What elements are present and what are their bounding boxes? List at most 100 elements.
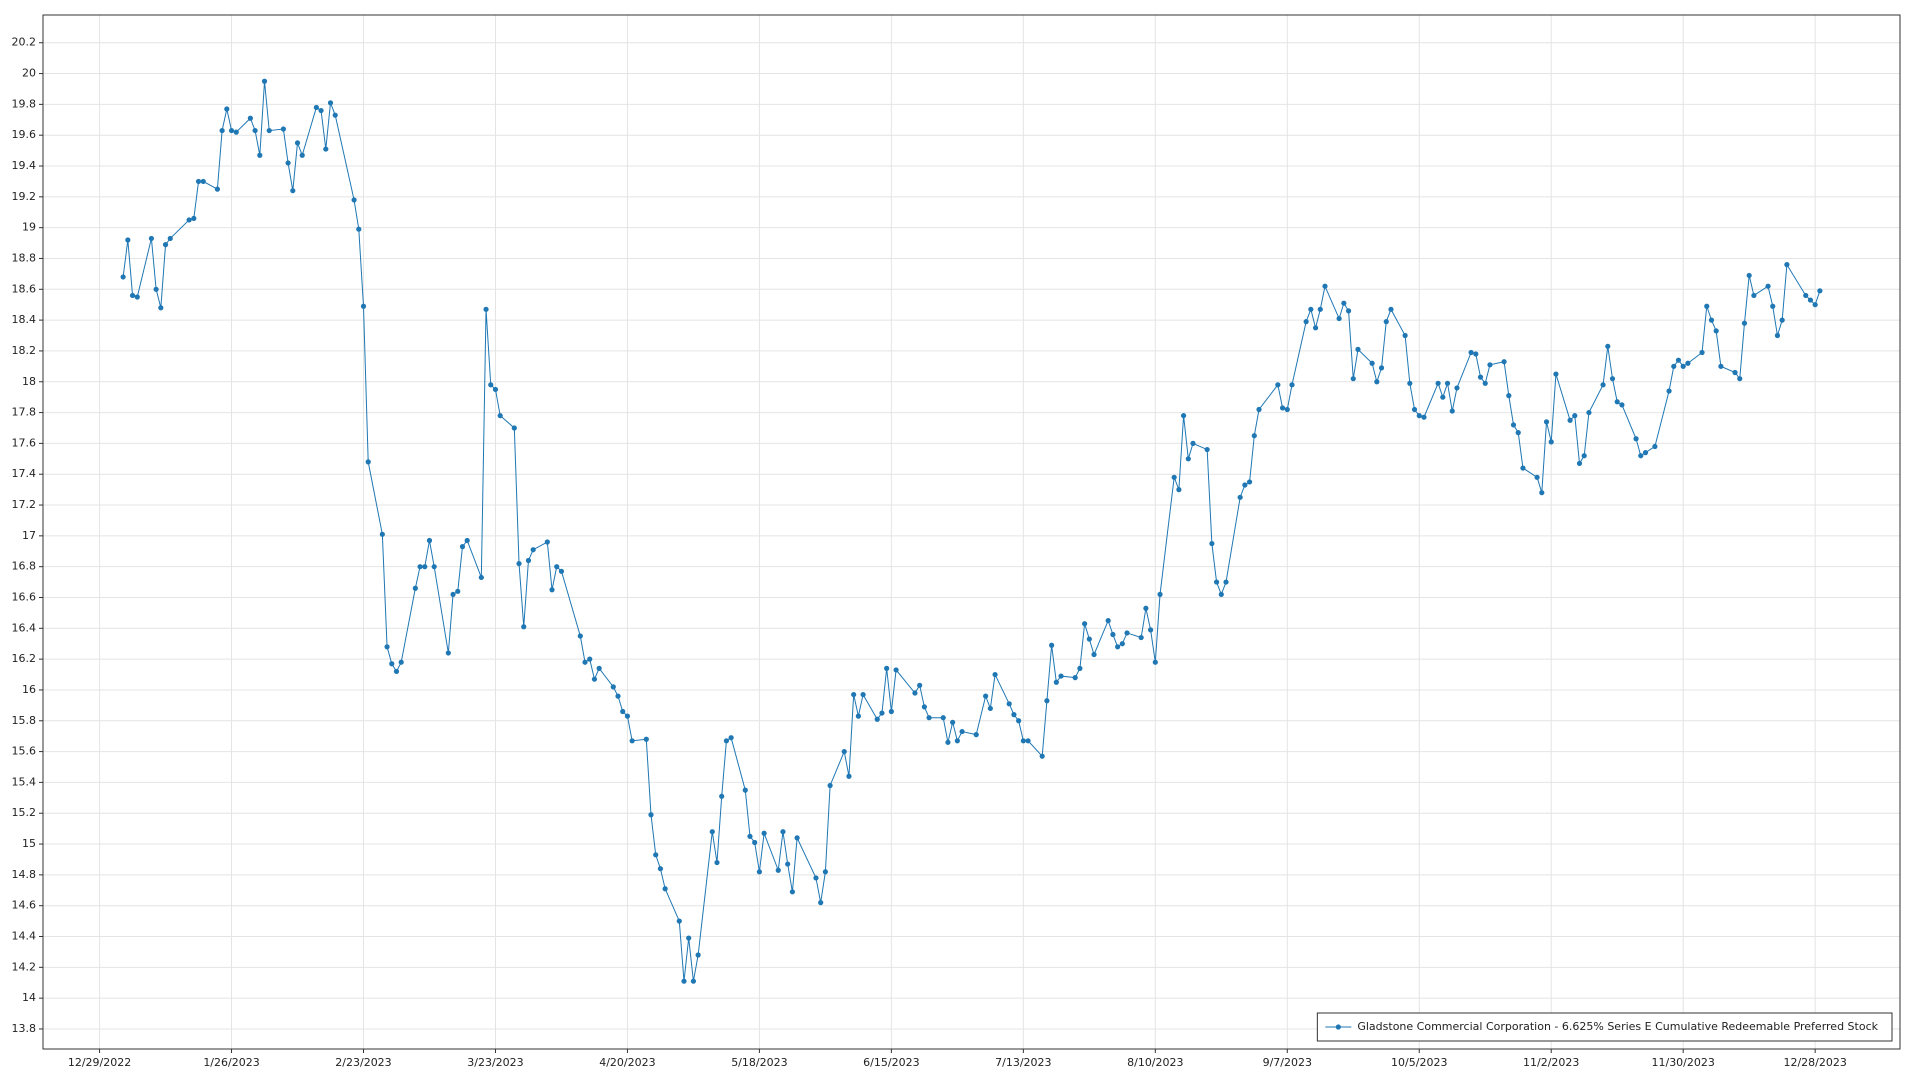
data-point xyxy=(1487,362,1493,368)
data-point xyxy=(1148,627,1154,633)
data-point xyxy=(1152,659,1158,665)
data-point xyxy=(719,793,725,799)
data-point xyxy=(1006,701,1012,707)
data-point xyxy=(1581,453,1587,459)
data-point xyxy=(1699,349,1705,356)
y-tick-label: 16.6 xyxy=(12,590,37,603)
data-point xyxy=(1539,490,1545,496)
data-point xyxy=(950,719,956,725)
data-point xyxy=(1812,302,1818,308)
y-tick-label: 15 xyxy=(22,837,36,850)
data-point xyxy=(1609,376,1616,382)
data-point xyxy=(1680,363,1686,369)
x-tick-label: 2/23/2023 xyxy=(335,1056,391,1069)
y-tick-label: 14.2 xyxy=(12,960,37,973)
data-point xyxy=(426,537,433,544)
data-point xyxy=(1077,665,1083,671)
data-point xyxy=(459,544,466,550)
series-line xyxy=(122,81,1821,982)
data-point xyxy=(153,286,159,292)
data-point xyxy=(714,859,720,866)
data-point xyxy=(1246,479,1253,485)
data-point xyxy=(1784,262,1790,268)
x-tick-label: 8/10/2023 xyxy=(1127,1056,1183,1069)
data-point xyxy=(723,738,730,744)
data-point xyxy=(587,656,593,662)
y-tick-label: 19 xyxy=(22,221,36,234)
data-point xyxy=(1204,446,1210,453)
y-tick-label: 15.6 xyxy=(12,745,37,758)
data-point xyxy=(629,738,635,744)
data-point xyxy=(1652,443,1658,450)
data-point xyxy=(1708,317,1715,323)
data-point xyxy=(752,839,758,846)
y-tick-label: 18.6 xyxy=(12,282,37,295)
x-tick-label: 1/26/2023 xyxy=(203,1056,259,1069)
data-point xyxy=(1176,487,1182,493)
data-point xyxy=(1421,414,1427,420)
data-point xyxy=(191,215,197,222)
data-point xyxy=(775,867,781,873)
data-point xyxy=(1322,283,1328,289)
data-point xyxy=(1383,319,1389,325)
data-point xyxy=(794,835,800,841)
data-point xyxy=(983,693,989,699)
data-point xyxy=(728,735,734,741)
data-point xyxy=(299,152,305,158)
legend-marker xyxy=(1335,1024,1341,1030)
data-point xyxy=(1572,413,1578,419)
data-point xyxy=(544,539,550,545)
data-point xyxy=(318,107,324,114)
data-point xyxy=(1567,417,1573,423)
data-point xyxy=(1289,382,1295,388)
y-tick-label: 20.2 xyxy=(12,36,37,49)
data-point xyxy=(1378,365,1385,371)
data-point xyxy=(1350,376,1356,382)
data-point xyxy=(860,691,866,698)
data-point xyxy=(1576,460,1583,467)
data-point xyxy=(1713,328,1719,334)
data-point xyxy=(1213,579,1220,585)
data-point xyxy=(1124,630,1130,636)
data-point xyxy=(992,671,998,678)
y-tick-label: 16.4 xyxy=(12,621,37,634)
data-point xyxy=(1138,634,1144,641)
data-point xyxy=(294,140,301,146)
data-point xyxy=(1016,718,1022,724)
data-point xyxy=(1180,413,1187,419)
data-point xyxy=(516,560,522,567)
y-tick-label: 18.8 xyxy=(12,251,37,264)
data-point xyxy=(1605,343,1611,349)
data-point xyxy=(1468,349,1474,356)
data-point xyxy=(582,659,588,665)
data-point xyxy=(851,691,857,698)
data-point xyxy=(280,126,286,132)
data-point xyxy=(1341,300,1347,306)
data-point xyxy=(1058,673,1064,679)
data-point xyxy=(1369,360,1375,366)
y-tick-label: 20 xyxy=(22,67,36,80)
plot-frame xyxy=(42,14,1901,1050)
y-tick-label: 18.2 xyxy=(12,344,37,357)
data-point xyxy=(1223,579,1229,585)
data-point xyxy=(742,787,748,793)
data-point xyxy=(1510,422,1517,428)
data-point xyxy=(1779,317,1785,323)
data-point xyxy=(379,531,385,537)
data-point xyxy=(1704,303,1710,309)
data-point xyxy=(483,306,489,312)
data-point xyxy=(1440,394,1446,400)
data-point xyxy=(610,684,616,690)
data-point xyxy=(530,547,536,553)
data-point xyxy=(662,886,668,892)
data-point xyxy=(690,978,697,984)
data-point xyxy=(1308,306,1314,312)
data-point xyxy=(389,661,395,667)
data-point xyxy=(1737,376,1743,382)
data-point xyxy=(1044,698,1050,704)
y-tick-label: 18.4 xyxy=(12,313,37,326)
data-point xyxy=(554,564,560,570)
data-point xyxy=(224,106,230,112)
